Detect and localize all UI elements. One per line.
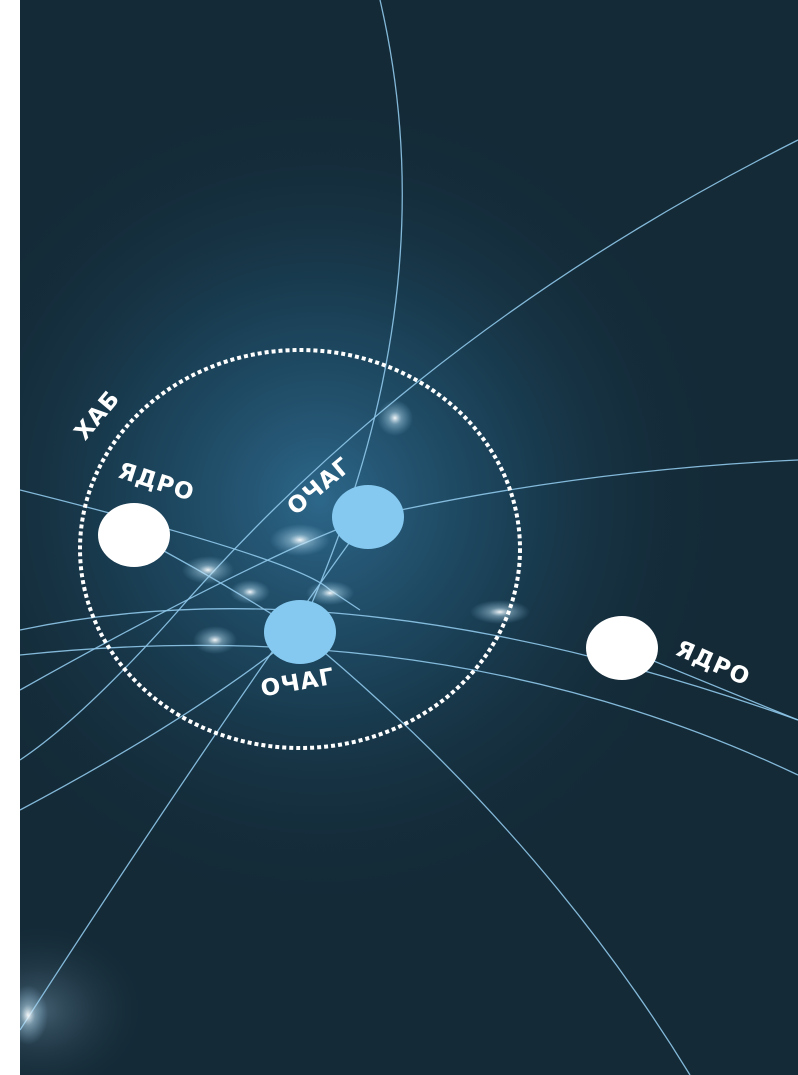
core-node-left xyxy=(98,503,170,567)
diagram-stage: ХАБ ЯДРО ОЧАГ ОЧАГ ЯДРО xyxy=(20,0,798,1075)
network-diagram: ХАБ ЯДРО ОЧАГ ОЧАГ ЯДРО xyxy=(20,0,798,1075)
focus-node-top xyxy=(332,485,404,549)
focus-node-bottom xyxy=(264,600,336,664)
core-node-right xyxy=(586,616,658,680)
